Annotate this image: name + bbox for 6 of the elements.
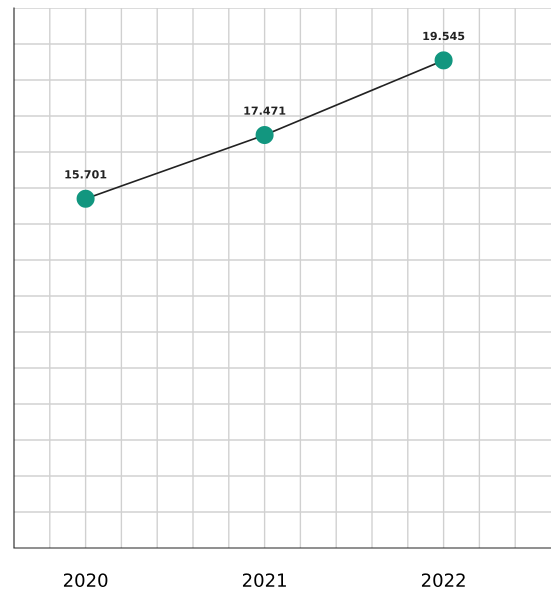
- data-label: 19.545: [423, 32, 464, 40]
- x-tick-label: 2021: [242, 573, 286, 587]
- x-tick-label: 2020: [64, 573, 108, 587]
- data-label: 17.471: [244, 106, 286, 115]
- data-label: 15.701: [65, 170, 106, 179]
- x-tick-label: 2022: [422, 573, 465, 587]
